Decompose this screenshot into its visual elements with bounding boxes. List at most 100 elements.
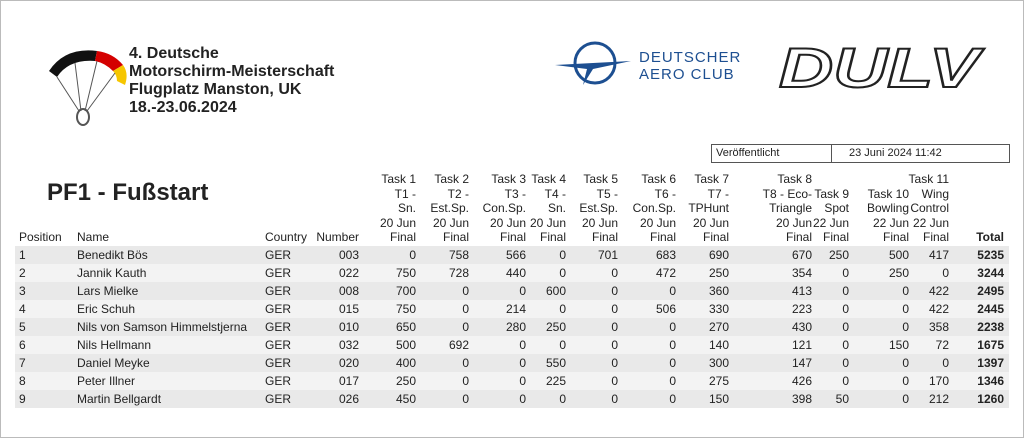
column-header: Wing bbox=[921, 186, 949, 201]
table-cell: Nils von Samson Himmelstjerna bbox=[77, 320, 248, 334]
table-cell: 1397 bbox=[977, 356, 1004, 370]
table-cell: 422 bbox=[928, 284, 949, 298]
column-header: Final bbox=[702, 230, 729, 244]
table-cell: 422 bbox=[928, 302, 949, 316]
table-cell: Benedikt Bös bbox=[77, 248, 148, 262]
table-cell: 0 bbox=[559, 248, 566, 262]
table-cell: GER bbox=[265, 338, 292, 352]
table-cell: Lars Mielke bbox=[77, 284, 139, 298]
column-header: Final bbox=[442, 230, 469, 244]
table-cell: 008 bbox=[338, 284, 359, 298]
column-header: Bowling bbox=[866, 201, 909, 215]
table-cell: 0 bbox=[669, 392, 676, 406]
table-row bbox=[15, 390, 1009, 408]
logo-text: AERO CLUB bbox=[639, 66, 735, 83]
column-header: Country bbox=[265, 230, 308, 244]
table-cell: 147 bbox=[791, 356, 812, 370]
table-cell: 1260 bbox=[977, 392, 1004, 406]
table-cell: 50 bbox=[835, 392, 849, 406]
table-row bbox=[15, 354, 1009, 372]
table-cell: 0 bbox=[519, 392, 526, 406]
column-header: Final bbox=[785, 230, 812, 244]
daec-logo bbox=[555, 41, 631, 85]
table-cell: 250 bbox=[828, 248, 849, 262]
table-cell: 032 bbox=[338, 338, 359, 352]
table-cell: 280 bbox=[505, 320, 526, 334]
table-cell: 0 bbox=[902, 392, 909, 406]
table-cell: 72 bbox=[935, 338, 949, 352]
table-cell: 0 bbox=[462, 302, 469, 316]
published-date: 23 Juni 2024 11:42 bbox=[849, 147, 942, 159]
table-cell: 0 bbox=[842, 338, 849, 352]
table-cell: 0 bbox=[462, 284, 469, 298]
published-box: Veröffentlicht 23 Juni 2024 11:42 bbox=[711, 144, 1010, 163]
column-header: Final bbox=[539, 230, 566, 244]
table-cell: 7 bbox=[19, 356, 26, 370]
table-cell: 0 bbox=[519, 284, 526, 298]
table-cell: 121 bbox=[791, 338, 812, 352]
column-header: 20 Jun bbox=[581, 215, 618, 230]
table-row bbox=[15, 336, 1009, 354]
column-header: T4 - bbox=[544, 186, 566, 201]
table-cell: 0 bbox=[902, 374, 909, 388]
column-header: Task 2 bbox=[434, 172, 469, 186]
table-cell: 0 bbox=[462, 356, 469, 370]
table-cell: 0 bbox=[902, 284, 909, 298]
column-header: T6 - bbox=[654, 186, 676, 201]
column-header: Final bbox=[822, 230, 849, 244]
table-cell: 358 bbox=[928, 320, 949, 334]
page-title: PF1 - Fußstart bbox=[47, 179, 209, 206]
table-cell: 0 bbox=[559, 338, 566, 352]
table-cell: 170 bbox=[928, 374, 949, 388]
table-cell: GER bbox=[265, 392, 292, 406]
table-cell: 0 bbox=[559, 302, 566, 316]
table-cell: 2 bbox=[19, 266, 26, 280]
column-header: Task 9 bbox=[814, 186, 849, 201]
table-cell: 1675 bbox=[977, 338, 1004, 352]
table-cell: 017 bbox=[338, 374, 359, 388]
column-header: T1 - bbox=[394, 186, 416, 201]
column-header: 20 Jun bbox=[692, 215, 729, 230]
table-cell: Daniel Meyke bbox=[77, 356, 150, 370]
table-cell: 750 bbox=[395, 266, 416, 280]
table-cell: 650 bbox=[395, 320, 416, 334]
table-cell: 0 bbox=[611, 302, 618, 316]
column-header: Sn. bbox=[547, 201, 566, 215]
table-cell: 600 bbox=[545, 284, 566, 298]
column-header: Total bbox=[976, 230, 1004, 244]
table-cell: 1346 bbox=[977, 374, 1004, 388]
table-cell: 026 bbox=[338, 392, 359, 406]
table-cell: 1 bbox=[19, 248, 26, 262]
table-cell: 0 bbox=[842, 320, 849, 334]
table-cell: 400 bbox=[395, 356, 416, 370]
event-title: 4. Deutsche bbox=[129, 45, 219, 62]
column-header: T5 - bbox=[596, 186, 618, 201]
column-header: Spot bbox=[824, 201, 849, 215]
column-header: T2 - bbox=[447, 186, 469, 201]
column-header: 20 Jun bbox=[529, 215, 566, 230]
event-title: 18.-23.06.2024 bbox=[129, 99, 237, 116]
table-cell: 8 bbox=[19, 374, 26, 388]
table-cell: 0 bbox=[902, 320, 909, 334]
table-cell: 2495 bbox=[977, 284, 1004, 298]
table-cell: Eric Schuh bbox=[77, 302, 136, 316]
table-cell: 430 bbox=[791, 320, 812, 334]
table-cell: 692 bbox=[448, 338, 469, 352]
table-cell: GER bbox=[265, 284, 292, 298]
column-header: Number bbox=[316, 230, 359, 244]
column-header: Sn. bbox=[397, 201, 416, 215]
column-header: Task 7 bbox=[694, 172, 729, 186]
table-cell: 0 bbox=[842, 374, 849, 388]
table-cell: GER bbox=[265, 302, 292, 316]
column-header: 20 Jun bbox=[639, 215, 676, 230]
table-row bbox=[15, 282, 1009, 300]
column-header: Task 11 bbox=[908, 172, 949, 186]
table-cell: Martin Bellgardt bbox=[77, 392, 162, 406]
column-header: T7 - bbox=[707, 186, 729, 201]
column-header: Task 6 bbox=[641, 172, 676, 186]
table-cell: 0 bbox=[559, 266, 566, 280]
table-cell: 0 bbox=[462, 392, 469, 406]
event-title: Flugplatz Manston, UK bbox=[129, 81, 302, 98]
table-cell: 214 bbox=[505, 302, 526, 316]
